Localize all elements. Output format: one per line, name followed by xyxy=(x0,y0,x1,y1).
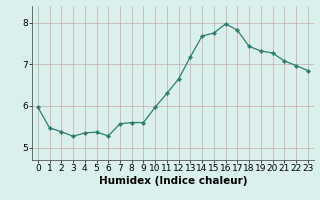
X-axis label: Humidex (Indice chaleur): Humidex (Indice chaleur) xyxy=(99,176,247,186)
